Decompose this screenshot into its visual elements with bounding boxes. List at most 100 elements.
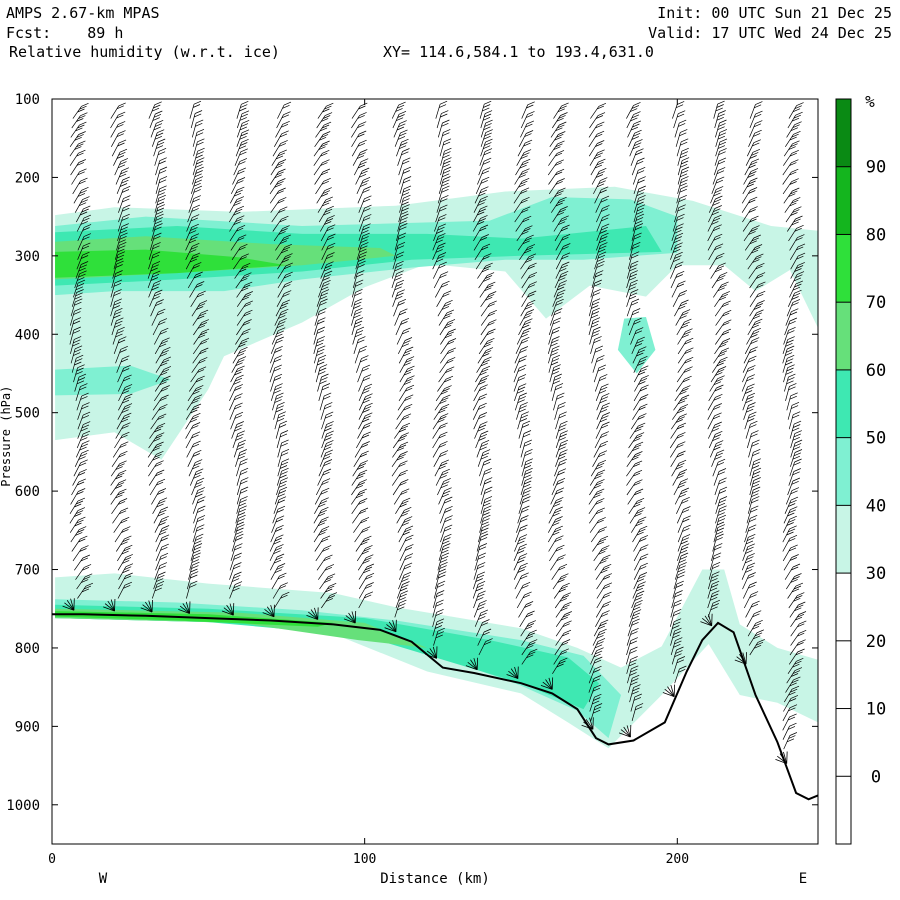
wind-barb (514, 168, 530, 185)
wind-barb (787, 111, 803, 129)
surface-barb (140, 607, 153, 613)
wind-barb (513, 374, 527, 392)
wind-barb (593, 177, 608, 195)
surface-barb (548, 677, 553, 690)
wind-barb (630, 327, 644, 345)
wind-barb (782, 515, 797, 533)
wind-barb (551, 383, 564, 401)
wind-barb (114, 158, 129, 176)
wind-barb (552, 573, 569, 590)
wind-barb (317, 196, 333, 213)
wind-barb (708, 205, 722, 223)
wind-barb (273, 225, 290, 242)
wind-barb (521, 101, 535, 119)
wind-barb (521, 639, 538, 656)
wind-barb (192, 157, 205, 176)
terrain-line (52, 613, 818, 801)
wind-barb (229, 215, 245, 232)
wind-barb (748, 439, 760, 458)
wind-barb (548, 150, 565, 166)
wind-barb (148, 251, 161, 270)
wind-barb (713, 347, 730, 364)
wind-barb (713, 100, 725, 119)
wind-barb (514, 346, 529, 364)
wind-barb (234, 148, 248, 166)
valid-time: Valid: 17 UTC Wed 24 Dec 25 (648, 24, 892, 42)
wind-barb (549, 131, 566, 147)
wind-barb (518, 130, 534, 147)
wind-barb (479, 514, 491, 533)
wind-barb (315, 478, 331, 496)
wind-barb (790, 449, 803, 467)
wind-barb (357, 232, 370, 251)
wind-barb (320, 582, 337, 599)
x-tick-label: 100 (353, 852, 376, 867)
wind-barb (714, 338, 731, 355)
wind-barb (148, 242, 161, 260)
wind-barb (276, 290, 292, 307)
wind-barb (228, 205, 245, 223)
wind-barb (230, 543, 243, 562)
wind-barb (187, 271, 203, 289)
wind-barb (149, 422, 166, 439)
wind-barb (71, 535, 88, 552)
wind-barb (392, 441, 409, 458)
wind-barb (351, 288, 363, 307)
wind-barb (626, 111, 641, 129)
colorbar-unit: % (865, 92, 875, 111)
wind-barb (394, 599, 407, 618)
wind-barb (185, 412, 201, 430)
wind-barb (676, 318, 692, 336)
wind-barb (709, 252, 725, 270)
wind-barb (713, 468, 727, 486)
wind-barb (76, 573, 93, 590)
wind-barb (320, 440, 334, 458)
wind-barb (277, 101, 292, 119)
wind-barb (315, 121, 332, 138)
wind-barb (355, 535, 372, 552)
wind-barb (628, 674, 640, 693)
wind-barb (155, 157, 167, 176)
wind-barb (273, 318, 287, 336)
surface-barb (540, 684, 553, 690)
wind-barb (784, 563, 801, 580)
surface-barb (148, 600, 153, 613)
surface-barb (392, 620, 397, 632)
wind-barb (110, 102, 126, 119)
wind-barb (151, 488, 167, 505)
wind-barb (782, 544, 798, 562)
wind-barb (314, 307, 327, 326)
wind-barb (230, 177, 246, 195)
wind-barb (274, 411, 286, 430)
surface-barb (178, 608, 190, 614)
wind-barb (185, 431, 201, 449)
wind-barb (274, 486, 288, 505)
wind-barb (473, 562, 486, 580)
wind-barb (229, 224, 246, 242)
wind-barb (439, 166, 452, 185)
wind-barb (672, 580, 684, 599)
wind-barb (674, 204, 686, 223)
wind-barb (548, 345, 560, 364)
wind-barb (676, 496, 690, 514)
surface-barb (348, 612, 356, 624)
wind-barb (788, 592, 805, 609)
wind-barb (782, 178, 799, 195)
wind-barb (317, 102, 334, 119)
wind-barb (745, 514, 758, 533)
wind-barb (669, 251, 683, 270)
surface-barb (783, 751, 788, 764)
wind-barb (670, 441, 686, 458)
wind-barb (711, 272, 728, 289)
wind-barb (270, 563, 286, 580)
colorbar-swatch (836, 369, 851, 438)
wind-barb (674, 385, 691, 402)
wind-barb (192, 487, 205, 505)
wind-barb (551, 298, 564, 317)
wind-barb (236, 100, 249, 119)
wind-barb (670, 261, 684, 279)
wind-barb (552, 657, 568, 674)
wind-barb (192, 524, 205, 543)
wind-barb (190, 290, 206, 307)
wind-barb (715, 505, 727, 524)
